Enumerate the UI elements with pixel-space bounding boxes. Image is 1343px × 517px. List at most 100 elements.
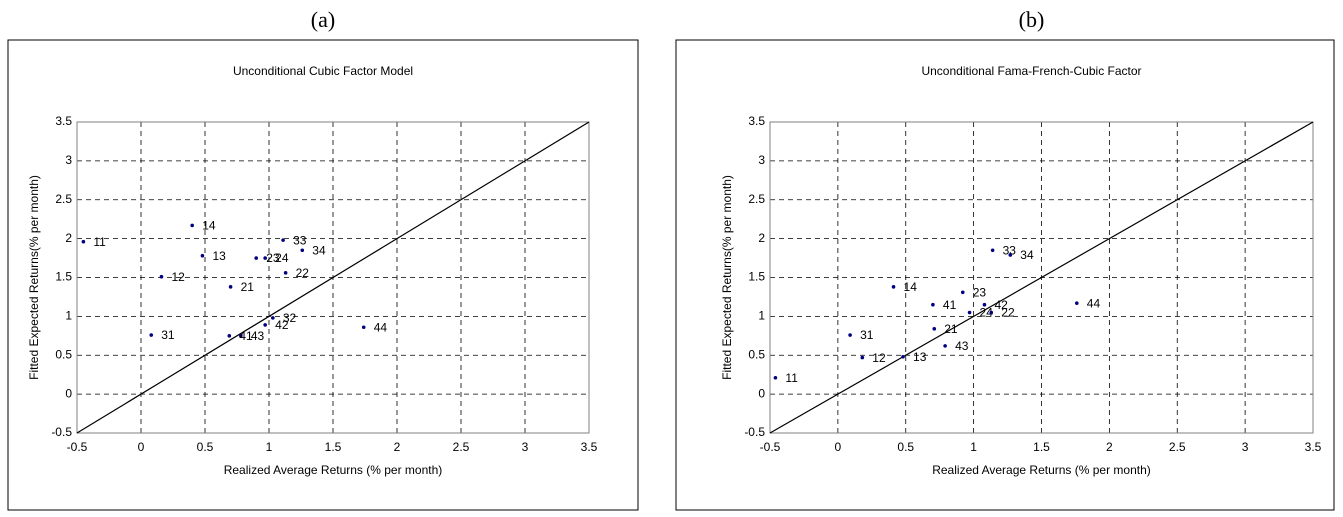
point-label: 33 xyxy=(1003,243,1017,257)
data-point xyxy=(361,325,366,330)
point-label: 32 xyxy=(283,311,297,325)
point-label: 13 xyxy=(913,350,927,364)
data-point xyxy=(1074,301,1079,305)
data-point xyxy=(190,223,194,228)
data-point xyxy=(159,274,164,279)
y-tick-label: 3 xyxy=(758,153,765,167)
point-label: 42 xyxy=(994,298,1008,312)
y-tick-label: 1.5 xyxy=(55,270,72,284)
data-point xyxy=(891,285,896,289)
x-tick-label: 2 xyxy=(394,440,401,454)
x-tick-label: -0.5 xyxy=(67,440,88,454)
data-point xyxy=(263,323,267,327)
point-label: 31 xyxy=(860,328,874,342)
y-tick-label: 3.5 xyxy=(55,114,72,128)
point-label: 12 xyxy=(171,270,185,284)
x-tick-label: 2.5 xyxy=(453,440,470,454)
data-point xyxy=(300,248,305,253)
point-label: 41 xyxy=(943,298,957,312)
data-point xyxy=(228,285,233,289)
y-axis-label: Fitted Expected Returns(% per month) xyxy=(27,175,41,380)
y-tick-label: 3 xyxy=(65,153,72,167)
panel-label: (b) xyxy=(1019,7,1045,32)
data-point xyxy=(773,375,778,380)
y-tick-label: -0.5 xyxy=(51,425,72,439)
panel-frame xyxy=(7,39,639,511)
point-label: 34 xyxy=(312,243,326,257)
data-point xyxy=(281,238,285,242)
diagonal-line xyxy=(76,121,590,434)
data-point xyxy=(283,271,288,275)
diagonal-line xyxy=(769,121,1314,434)
data-point xyxy=(81,239,86,244)
x-tick-label: 1.5 xyxy=(1033,440,1050,454)
data-point xyxy=(990,248,995,253)
point-label: 23 xyxy=(266,251,280,265)
x-tick-label: 0.5 xyxy=(897,440,914,454)
point-label: 11 xyxy=(785,371,798,385)
point-label: 33 xyxy=(293,233,307,247)
point-label: 44 xyxy=(1087,296,1101,310)
point-label: 14 xyxy=(202,219,216,233)
point-label: 24 xyxy=(275,251,289,265)
x-tick-label: -0.5 xyxy=(760,440,781,454)
point-label: 22 xyxy=(1001,306,1015,320)
point-label: 22 xyxy=(296,266,310,280)
point-label: 13 xyxy=(212,249,226,263)
data-point xyxy=(989,310,994,315)
y-tick-label: 2 xyxy=(758,231,765,245)
point-label: 24 xyxy=(980,306,994,320)
x-tick-label: 2.5 xyxy=(1169,440,1186,454)
y-tick-label: 0 xyxy=(65,386,72,400)
y-tick-label: 1.5 xyxy=(748,270,765,284)
x-tick-label: 1 xyxy=(266,440,273,454)
panel-label: (a) xyxy=(311,7,335,32)
data-point xyxy=(149,333,154,337)
point-label: 43 xyxy=(955,339,969,353)
point-label: 21 xyxy=(241,280,255,294)
data-point xyxy=(943,344,947,348)
point-label: 44 xyxy=(374,320,388,334)
data-point xyxy=(1008,253,1013,257)
x-tick-label: 1 xyxy=(970,440,977,454)
plot-frame xyxy=(76,121,590,434)
chart-title: Unconditional Fama-French-Cubic Factor xyxy=(921,64,1141,78)
data-point xyxy=(960,290,965,295)
data-point xyxy=(271,316,275,320)
point-label: 42 xyxy=(275,318,289,332)
data-point xyxy=(931,302,935,307)
y-tick-label: 1 xyxy=(758,309,765,323)
point-label: 21 xyxy=(944,322,958,336)
data-point xyxy=(967,310,972,315)
point-label: 11 xyxy=(93,235,106,249)
data-point xyxy=(860,355,865,360)
panel-frame xyxy=(675,39,1335,511)
data-point xyxy=(227,334,232,338)
x-tick-label: 3.5 xyxy=(581,440,598,454)
x-tick-label: 3.5 xyxy=(1305,440,1322,454)
chart-title: Unconditional Cubic Factor Model xyxy=(233,64,413,78)
y-tick-label: 0 xyxy=(758,386,765,400)
data-point xyxy=(239,334,243,338)
plot-frame xyxy=(769,121,1314,434)
point-label: 12 xyxy=(872,351,886,365)
x-tick-label: 3 xyxy=(1242,440,1249,454)
x-tick-label: 1.5 xyxy=(325,440,342,454)
point-label: 14 xyxy=(904,280,918,294)
y-tick-label: 2.5 xyxy=(55,192,72,206)
data-point xyxy=(263,256,267,260)
point-label: 23 xyxy=(973,285,987,299)
data-point xyxy=(254,256,258,260)
x-tick-label: 0 xyxy=(835,440,842,454)
data-point xyxy=(848,333,852,337)
x-tick-label: 3 xyxy=(522,440,529,454)
y-tick-label: 0.5 xyxy=(55,347,72,361)
x-axis-label: Realized Average Returns (% per month) xyxy=(932,463,1151,477)
x-tick-label: 0 xyxy=(138,440,145,454)
x-axis-label: Realized Average Returns (% per month) xyxy=(224,463,443,477)
point-label: 34 xyxy=(1020,248,1034,262)
data-point xyxy=(200,253,205,258)
y-tick-label: 3.5 xyxy=(748,114,765,128)
x-tick-label: 2 xyxy=(1106,440,1113,454)
